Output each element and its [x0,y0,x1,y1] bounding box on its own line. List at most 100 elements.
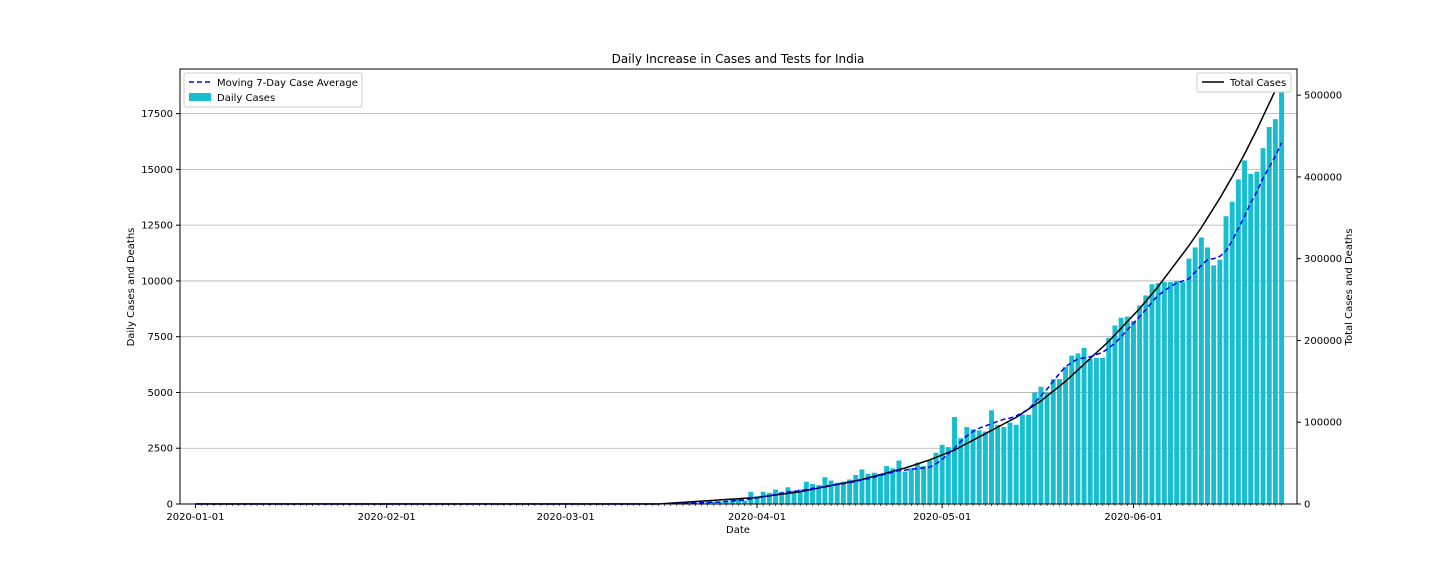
daily-cases-bar [1044,392,1050,504]
daily-cases-bar [995,424,1001,504]
x-tick-label: 2020-01-01 [166,512,224,523]
daily-cases-bar [1093,357,1099,504]
legend-left: Moving 7-Day Case Average Daily Cases [183,72,363,108]
daily-cases-bar [884,466,890,504]
daily-cases-bar [816,485,822,504]
x-tick-label: 2020-04-01 [728,512,786,523]
daily-cases-bar [1180,282,1186,504]
y-left-tick-label: 15000 [141,165,173,176]
daily-cases-bar [1130,321,1136,504]
daily-cases-bar [680,502,686,504]
daily-cases-bar [1038,386,1044,504]
y-left-tick-label: 12500 [141,221,173,232]
daily-cases-bar [1124,316,1130,504]
daily-cases-bar [779,491,785,504]
y-axis-left-label: Daily Cases and Deaths [126,228,137,347]
daily-cases-bar [785,487,791,504]
x-tick-label: 2020-03-01 [537,512,595,523]
daily-cases-bar [1001,427,1007,504]
y-right-tick-label: 400000 [1304,172,1342,183]
daily-cases-bar [1019,414,1025,504]
daily-cases-bar [1279,90,1285,504]
daily-cases-bar [1081,347,1087,504]
daily-cases-bar [717,501,723,504]
daily-cases-bar [927,460,933,504]
daily-cases-bar [822,477,828,504]
y-left-tick-label: 2500 [148,444,173,455]
y-right-tick-label: 300000 [1304,254,1342,265]
grid [180,113,1297,449]
daily-cases-bar [914,462,920,504]
daily-cases-bar [952,417,957,504]
daily-cases-bar [803,481,809,504]
x-axis-label: Date [726,525,750,536]
daily-cases-bar [810,483,816,504]
daily-cases-bar [1248,173,1254,504]
daily-cases-bar [711,501,717,504]
daily-cases-bar [1254,171,1260,504]
daily-cases-bar [1174,280,1180,504]
daily-cases-bar [1229,201,1235,504]
y-right-tick-label: 0 [1304,500,1310,511]
daily-cases-bar [1149,284,1155,504]
daily-cases-bar [989,410,994,504]
daily-cases-bar [1223,216,1229,504]
daily-cases-bar [958,438,964,504]
daily-cases-bar [742,500,748,504]
daily-cases-bar [1137,305,1143,504]
daily-cases-bar [1087,359,1093,504]
daily-cases-bar [902,471,908,504]
y-left-tick-label: 10000 [141,276,173,287]
y-left-tick-label: 17500 [141,109,173,120]
chart-title: Daily Increase in Cases and Tests for In… [612,52,865,66]
daily-cases-bar [797,489,803,504]
daily-cases-bar [1161,282,1167,504]
daily-cases-bar [1143,295,1149,504]
y-axis-right-label: Total Cases and Deaths [1344,229,1355,347]
daily-cases-bar [1242,160,1248,504]
daily-cases-bar [773,489,778,504]
daily-cases-bar [1056,379,1062,504]
daily-cases-bar [1168,282,1173,504]
y-left-tick-label: 7500 [148,332,173,343]
daily-cases-bar [1211,265,1217,504]
daily-cases-bar [1075,353,1081,504]
legend-left-box [183,72,363,108]
daily-cases-bar [1217,259,1223,504]
y-left-tick-label: 5000 [148,388,173,399]
y-right-tick-label: 200000 [1304,336,1342,347]
daily-cases-bar [1205,247,1210,504]
daily-cases-bar [859,469,865,504]
total-cases-line [195,89,1277,505]
daily-cases-bar [853,475,859,504]
daily-cases-bar [1063,366,1069,504]
daily-cases-bar [1198,237,1204,504]
daily-cases-bar [1069,355,1075,504]
daily-cases-bar [1260,148,1266,504]
daily-cases-bar [976,430,982,504]
legend-right: Total Cases [1196,72,1292,93]
y-right-tick-label: 500000 [1304,91,1342,102]
daily-cases-bar [791,490,797,504]
legend-daily-cases-label: Daily Cases [217,93,275,104]
legend-moving-average-label: Moving 7-Day Case Average [217,78,358,89]
daily-cases-bar [729,499,735,504]
daily-cases-bar [877,473,883,504]
legend-total-cases-label: Total Cases [1229,78,1286,89]
daily-cases-bar [890,468,896,504]
daily-cases-bar [982,431,988,504]
daily-cases-bar [896,460,902,504]
daily-cases-bar [865,473,871,504]
daily-cases-bar [964,427,970,504]
legend-daily-cases-swatch [189,93,211,101]
moving-average-line [195,142,1283,505]
daily-cases-bar [1026,414,1032,504]
bar-series [195,90,1285,504]
x-tick-label: 2020-06-01 [1104,512,1162,523]
daily-cases-bar [834,482,840,504]
daily-cases-bar [1013,424,1019,504]
daily-cases-bar [871,472,877,504]
daily-cases-bar [1050,379,1056,504]
daily-cases-bar [1106,337,1112,504]
y-axis-left: 0 2500 5000 7500 10000 12500 15000 17500 [141,109,180,511]
